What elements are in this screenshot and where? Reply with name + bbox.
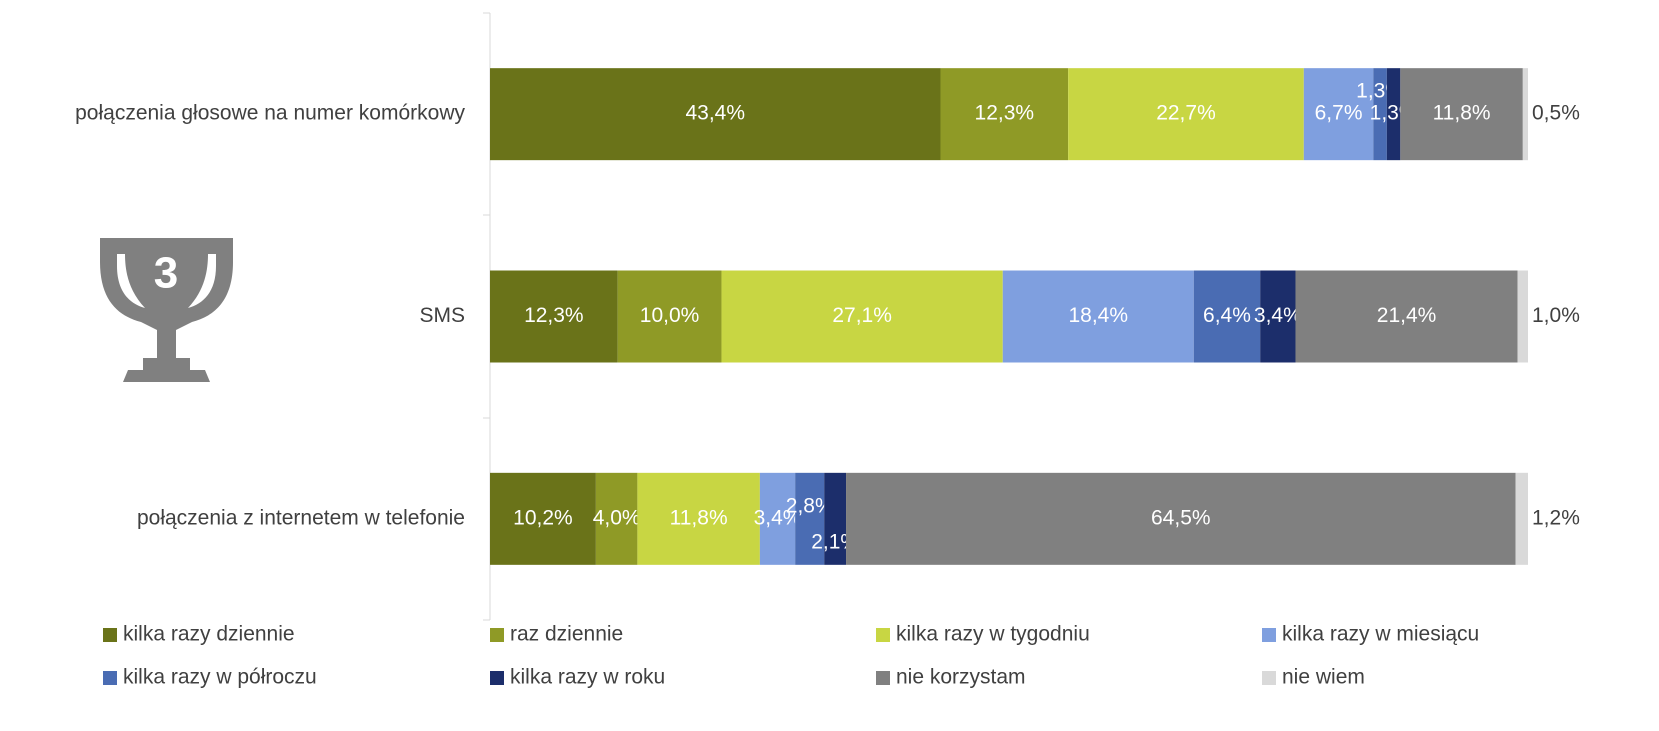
value-label: 3,4% [754,506,802,529]
legend-swatch [876,628,890,642]
category-label: połączenia z internetem w telefonie [137,506,465,529]
value-label: 10,0% [640,304,700,327]
value-label: 11,8% [1433,102,1491,125]
bar-segment [490,472,596,565]
bar-segment [595,472,638,565]
legend-label: kilka razy w roku [510,666,665,689]
legend-label: kilka razy w półroczu [123,666,317,689]
bar-segment [1193,270,1261,363]
legend-label: kilka razy w miesiącu [1282,623,1479,646]
value-label: 18,4% [1068,304,1128,327]
legend-label: raz dziennie [510,623,623,646]
bar-segment [490,68,941,161]
value-label: 4,0% [593,506,641,529]
legend-label: kilka razy dziennie [123,623,295,646]
legend-swatch [103,628,117,642]
category-label: połączenia głosowe na numer komórkowy [75,102,465,125]
bar-segment [1002,270,1194,363]
legend-swatch [490,671,504,685]
bar-segment [846,472,1516,565]
value-label: 27,1% [832,304,892,327]
legend-label: nie wiem [1282,666,1365,689]
value-label: 10,2% [513,506,573,529]
bar-segment [1515,472,1528,565]
bar-segment [1386,68,1401,161]
value-label: 0,5% [1532,102,1580,125]
trophy-cup [100,238,233,382]
legend-label: kilka razy w tygodniu [896,623,1090,646]
bar-segment [759,472,796,565]
value-label: 64,5% [1151,506,1211,529]
bar-segment [1522,68,1528,161]
value-label: 12,3% [524,304,584,327]
bar-segment [1260,270,1296,363]
bar-segment [721,270,1003,363]
legend-label: nie korzystam [896,666,1026,689]
value-label: 1,0% [1532,304,1580,327]
value-label: 6,7% [1315,102,1363,125]
bar-segment [1068,68,1304,161]
value-label: 12,3% [975,102,1035,125]
value-label: 21,4% [1377,304,1437,327]
value-label: 43,4% [685,102,745,125]
legend-swatch [490,628,504,642]
bar-segment [940,68,1069,161]
trophy-number: 3 [154,249,178,298]
value-label: 11,8% [670,506,728,529]
bar-segment [637,472,760,565]
bar-segment [1303,68,1374,161]
category-label: SMS [419,304,465,327]
bar-segment [490,270,618,363]
bar-segment [1373,68,1387,161]
legend-swatch [1262,671,1276,685]
legend-swatch [103,671,117,685]
trophy-icon [100,238,233,382]
legend-swatch [1262,628,1276,642]
value-label: 2,8% [786,494,834,517]
bar-segment [795,472,825,565]
value-label: 3,4% [1254,304,1302,327]
value-label: 22,7% [1156,102,1216,125]
bar-segment [1295,270,1518,363]
value-label: 6,4% [1203,304,1251,327]
bar-segment [1517,270,1528,363]
value-label: 1,2% [1532,506,1580,529]
bar-segment [1400,68,1523,161]
legend-swatch [876,671,890,685]
bar-segment [617,270,722,363]
bar-segment [824,472,847,565]
